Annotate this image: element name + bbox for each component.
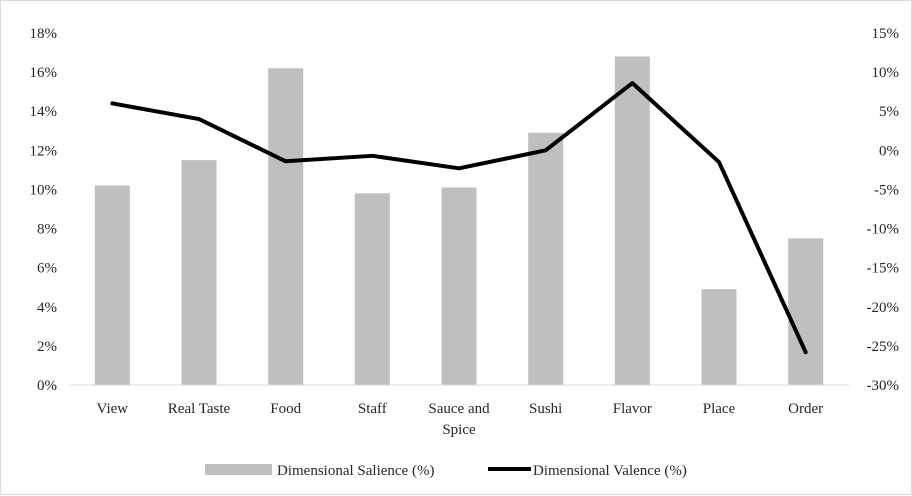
left-tick-label: 18% xyxy=(30,26,58,42)
left-axis-ticks: 0% 2% 4% 6% 8% 10% 12% 14% 16% 18% xyxy=(30,26,58,394)
salience-bar xyxy=(268,68,304,385)
right-tick-label: -5% xyxy=(874,182,899,198)
category-label: Staff xyxy=(358,401,387,417)
valence-point xyxy=(631,82,633,84)
salience-bars xyxy=(94,56,824,385)
left-tick-label: 2% xyxy=(37,339,57,355)
right-tick-label: 10% xyxy=(872,65,900,81)
category-labels: View Real Taste Food Staff Sauce and Spice Sus… xyxy=(97,401,824,438)
left-tick-label: 16% xyxy=(30,65,58,81)
salience-bar xyxy=(701,289,737,385)
left-tick-label: 8% xyxy=(37,222,57,238)
right-tick-label: -15% xyxy=(867,261,900,277)
valence-point xyxy=(198,118,200,120)
valence-point xyxy=(285,160,287,162)
right-tick-label: 15% xyxy=(872,26,900,42)
legend-salience-swatch xyxy=(205,464,272,475)
right-tick-label: -30% xyxy=(867,378,900,394)
valence-point xyxy=(371,155,373,157)
left-tick-label: 10% xyxy=(30,182,58,198)
valence-point xyxy=(545,149,547,151)
valence-point xyxy=(805,351,807,353)
category-label: Flavor xyxy=(613,401,652,417)
category-label: View xyxy=(97,401,129,417)
salience-bar xyxy=(614,56,650,385)
salience-bar xyxy=(94,185,130,385)
valence-point xyxy=(111,102,113,104)
right-tick-label: -10% xyxy=(867,222,900,238)
left-tick-label: 12% xyxy=(30,143,58,159)
right-axis-ticks: -30% -25% -20% -15% -10% -5% 0% 5% 10% 15% xyxy=(867,26,900,394)
right-tick-label: -20% xyxy=(867,300,900,316)
right-tick-label: -25% xyxy=(867,339,900,355)
left-tick-label: 0% xyxy=(37,378,57,394)
category-label: Real Taste xyxy=(168,401,231,417)
left-tick-label: 6% xyxy=(37,261,57,277)
legend-valence-label: Dimensional Valence (%) xyxy=(533,463,687,479)
category-label: Sushi xyxy=(529,401,562,417)
category-label: Place xyxy=(703,401,736,417)
valence-point xyxy=(458,167,460,169)
category-label: Order xyxy=(788,401,823,417)
legend-salience-label: Dimensional Salience (%) xyxy=(277,463,434,479)
salience-bar xyxy=(354,193,390,385)
right-tick-label: 5% xyxy=(879,104,899,120)
valence-point xyxy=(718,161,720,163)
salience-bar xyxy=(181,160,217,385)
category-label: Food xyxy=(270,401,301,417)
valence-line-series xyxy=(110,81,808,355)
salience-bar xyxy=(788,238,824,385)
salience-bar xyxy=(528,132,564,385)
legend: Dimensional Salience (%) Dimensional Val… xyxy=(205,463,687,479)
right-tick-label: 0% xyxy=(879,143,899,159)
left-tick-label: 14% xyxy=(30,104,58,120)
category-label: Sauce and Spice xyxy=(428,401,490,438)
salience-bar xyxy=(441,187,477,385)
left-tick-label: 4% xyxy=(37,300,57,316)
